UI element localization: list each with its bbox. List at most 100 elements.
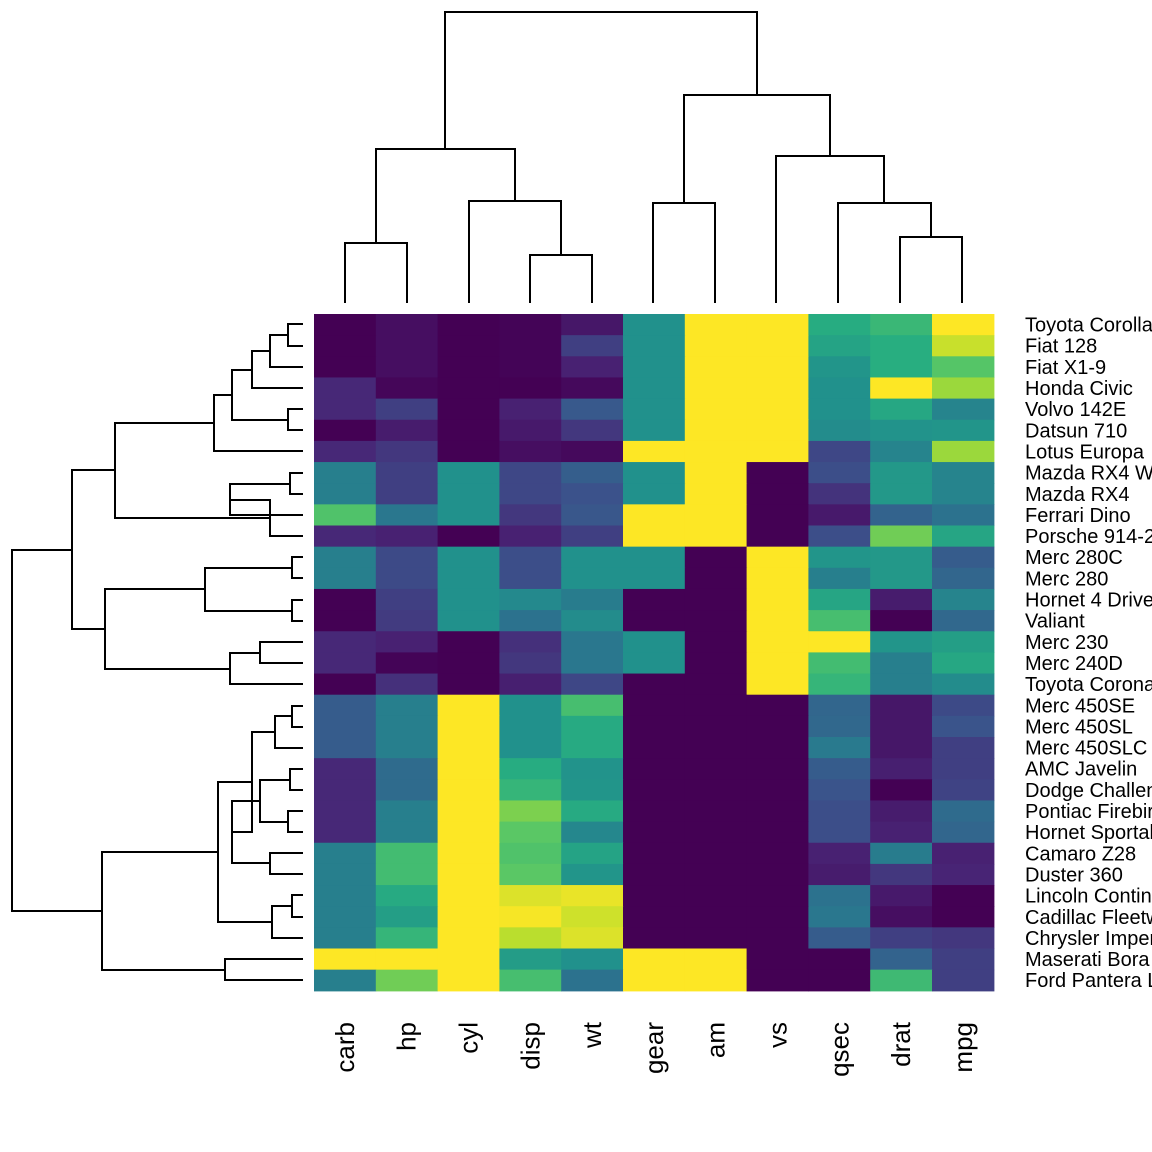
row-label: Merc 280C xyxy=(1025,547,1123,569)
heatmap-cell xyxy=(437,948,500,971)
heatmap-cell xyxy=(499,546,562,569)
heatmap-cell xyxy=(499,377,562,400)
heatmap-cell xyxy=(746,483,809,505)
heatmap-cell xyxy=(932,842,995,865)
heatmap-cell xyxy=(561,652,624,675)
heatmap-cell xyxy=(561,610,624,632)
heatmap-cell xyxy=(870,821,933,844)
heatmap-cell xyxy=(684,779,748,802)
heatmap-cell xyxy=(623,588,686,611)
heatmap-cell xyxy=(932,737,995,759)
row-label: Duster 360 xyxy=(1025,864,1123,886)
heatmap-cell xyxy=(808,546,871,569)
heatmap-cell xyxy=(314,948,377,971)
heatmap-cell xyxy=(746,440,809,463)
heatmap-cell xyxy=(623,567,686,590)
heatmap-cell xyxy=(746,715,809,738)
heatmap-cells xyxy=(314,314,995,992)
heatmap-cell xyxy=(437,885,500,907)
heatmap-cell xyxy=(932,906,995,928)
heatmap-cell xyxy=(375,737,439,759)
heatmap-cell xyxy=(375,419,439,442)
heatmap-cell xyxy=(623,314,686,336)
heatmap-cell xyxy=(499,440,562,463)
heatmap-cell xyxy=(314,673,377,696)
heatmap-cell xyxy=(437,652,500,675)
heatmap-cell xyxy=(561,377,624,400)
heatmap-cell xyxy=(314,335,377,357)
heatmap-cell xyxy=(314,969,377,992)
heatmap-cell xyxy=(932,885,995,907)
heatmap-cell xyxy=(499,525,562,548)
heatmap-cell xyxy=(499,715,562,738)
heatmap-cell xyxy=(870,779,933,802)
heatmap-cell xyxy=(684,737,748,759)
heatmap-cell xyxy=(808,969,871,992)
heatmap-cell xyxy=(623,948,686,971)
heatmap-cell xyxy=(561,863,624,886)
row-label: Datsun 710 xyxy=(1025,420,1127,442)
heatmap-cell xyxy=(375,504,439,527)
column-labels: carb hp cyl disp wt gear am vs qsec drat mpg xyxy=(330,1021,978,1077)
column-label: gear xyxy=(639,1022,669,1074)
heatmap-cell xyxy=(746,356,809,379)
heatmap-cell xyxy=(375,842,439,865)
heatmap-cell xyxy=(808,610,871,632)
heatmap-cell xyxy=(314,610,377,632)
heatmap-cell xyxy=(684,588,748,611)
row-label: Mazda RX4 Wag xyxy=(1025,463,1152,485)
heatmap-cell xyxy=(437,440,500,463)
heatmap-cell xyxy=(437,631,500,653)
heatmap-cell xyxy=(375,631,439,653)
heatmap-cell xyxy=(561,525,624,548)
heatmap-cell xyxy=(808,462,871,484)
heatmap-cell xyxy=(746,927,809,950)
heatmap-cell xyxy=(437,588,500,611)
heatmap-cell xyxy=(561,398,624,421)
heatmap-cell xyxy=(746,885,809,907)
heatmap-cell xyxy=(499,314,562,336)
heatmap-cell xyxy=(932,483,995,505)
heatmap-cell xyxy=(808,927,871,950)
heatmap-cell xyxy=(932,546,995,569)
heatmap-cell xyxy=(314,546,377,569)
heatmap-cell xyxy=(499,906,562,928)
heatmap-cell xyxy=(684,842,748,865)
heatmap-cell xyxy=(561,715,624,738)
heatmap-cell xyxy=(375,462,439,484)
heatmap-cell xyxy=(437,694,500,717)
heatmap-cell xyxy=(499,863,562,886)
heatmap-cell xyxy=(808,314,871,336)
heatmap-cell xyxy=(623,419,686,442)
heatmap-cell xyxy=(746,842,809,865)
heatmap-cell xyxy=(561,504,624,527)
heatmap-cell xyxy=(870,737,933,759)
heatmap-cell xyxy=(684,567,748,590)
heatmap-cell xyxy=(623,462,686,484)
heatmap-cell xyxy=(314,800,377,823)
heatmap-cell xyxy=(746,673,809,696)
heatmap-cell xyxy=(437,863,500,886)
heatmap-cell xyxy=(437,377,500,400)
heatmap-cell xyxy=(437,610,500,632)
heatmap-cell xyxy=(808,335,871,357)
heatmap-cell xyxy=(375,694,439,717)
heatmap-cell xyxy=(561,779,624,802)
heatmap-cell xyxy=(375,588,439,611)
row-label: Toyota Corona xyxy=(1025,674,1152,696)
heatmap-cell xyxy=(375,483,439,505)
heatmap-cell xyxy=(314,758,377,780)
heatmap-cell xyxy=(808,504,871,527)
heatmap-cell xyxy=(746,694,809,717)
row-label: Ferrari Dino xyxy=(1025,505,1131,527)
heatmap-cell xyxy=(684,314,748,336)
heatmap-cell xyxy=(684,504,748,527)
row-label: Honda Civic xyxy=(1025,378,1133,400)
heatmap-cell xyxy=(932,863,995,886)
heatmap-cell xyxy=(314,356,377,379)
heatmap-cell xyxy=(870,356,933,379)
heatmap-cell xyxy=(623,842,686,865)
heatmap-cell xyxy=(684,631,748,653)
column-label: mpg xyxy=(948,1022,978,1073)
heatmap-cell xyxy=(808,800,871,823)
